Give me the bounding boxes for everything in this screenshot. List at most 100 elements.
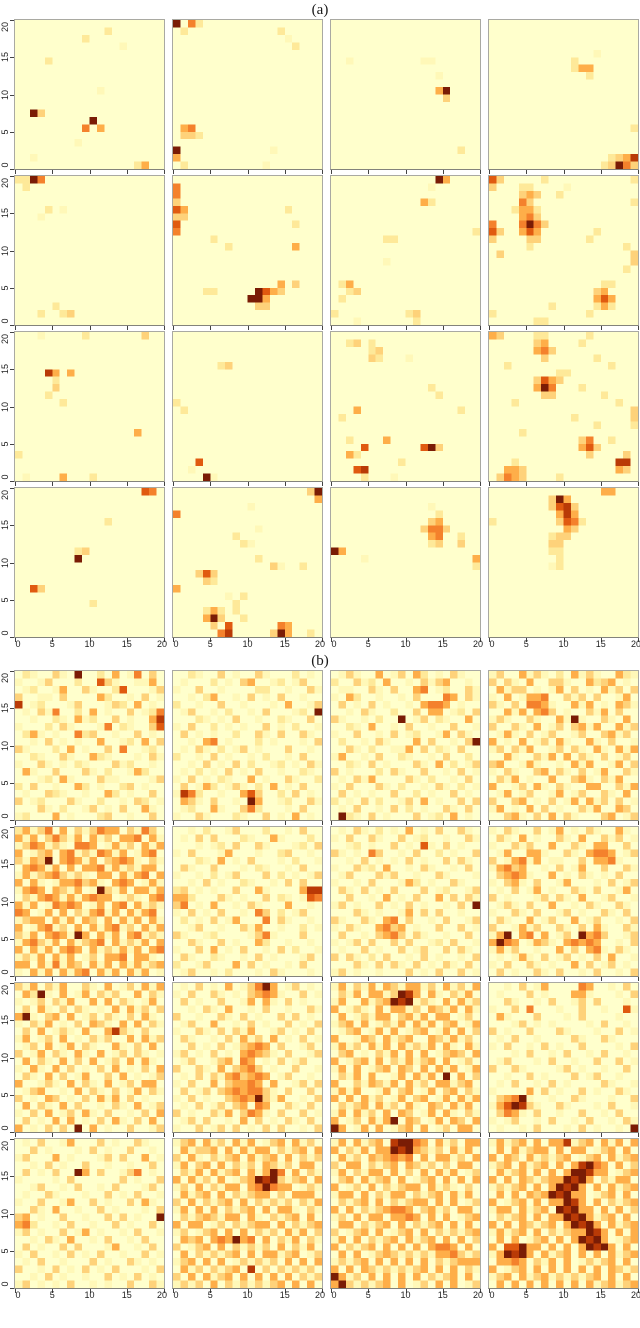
y-axis-tick-label: 10 [0, 557, 10, 568]
x-axis-tick [210, 326, 212, 330]
heatmap-grid-b: 0 5 10 15 20 0 5 10 15 20 0 5 10 15 20 0 5 10 15 20 0 5 10 15 20… [0, 670, 640, 1304]
y-axis-tick [10, 481, 14, 482]
x-axis-tick [489, 977, 490, 981]
y-axis-tick-label: 0 [0, 162, 10, 168]
x-axis-tick [480, 482, 481, 486]
x-axis-tick [331, 977, 332, 981]
heatmap-canvas [489, 332, 638, 481]
y-axis-tick-label: 10 [0, 740, 10, 751]
y-axis-tick-label: 15 [0, 52, 10, 63]
y-axis-tick [10, 820, 14, 821]
x-axis-tick [638, 638, 639, 642]
x-axis-tick [638, 170, 639, 174]
heatmap-canvas [173, 20, 322, 169]
x-axis-tick [322, 482, 323, 486]
x-axis-tick-label: 15 [437, 639, 448, 649]
y-axis-tick [10, 745, 14, 747]
y-axis-tick [10, 708, 14, 710]
x-axis-tick [322, 977, 323, 981]
x-axis-tick [89, 326, 91, 330]
heatmap-a-r3-c2 [172, 331, 323, 486]
x-axis-tick [322, 1289, 323, 1293]
y-axis-tick-label: 10 [0, 896, 10, 907]
heatmap-canvas [15, 827, 164, 976]
heatmap-a-r3-c4 [488, 331, 639, 486]
heatmap-canvas [173, 1139, 322, 1288]
y-axis-tick [10, 325, 14, 326]
x-axis-tick [405, 326, 407, 330]
x-axis-tick-label: 10 [558, 1290, 569, 1300]
y-axis-tick [10, 169, 14, 170]
x-axis-tick [89, 638, 91, 642]
x-axis-tick [164, 1289, 165, 1293]
x-axis-tick-label: 20 [156, 639, 168, 649]
x-axis-tick [52, 821, 54, 825]
x-axis-tick [164, 638, 165, 642]
y-axis-tick [10, 983, 14, 984]
x-axis-tick [638, 1133, 639, 1137]
panel-b-title: (b) [311, 653, 329, 669]
y-axis-tick-label: 0 [0, 1281, 10, 1287]
y-axis-tick-label: 0 [0, 318, 10, 324]
x-axis-tick [89, 482, 91, 486]
y-axis-tick [10, 1132, 14, 1133]
x-axis-tick [331, 1289, 332, 1293]
heatmap-a-r1-c2 [172, 19, 323, 174]
heatmap-canvas [173, 488, 322, 637]
y-axis-tick [10, 1057, 14, 1059]
x-axis-tick-label: 0 [489, 639, 495, 649]
y-axis-tick [10, 525, 14, 527]
x-axis-tick-label: 5 [365, 639, 371, 649]
x-axis-tick [126, 482, 128, 486]
x-axis-tick [322, 638, 323, 642]
x-axis-tick [405, 977, 407, 981]
heatmap-a-r2-c3 [330, 175, 481, 330]
x-axis-tick [322, 326, 323, 330]
heatmap-b-r3-c4 [488, 982, 639, 1137]
x-axis-tick [600, 1289, 602, 1293]
y-axis-tick [10, 637, 14, 638]
y-axis-tick [10, 287, 14, 289]
x-axis-tick [331, 482, 332, 486]
heatmap-a-r4-c4: 0 5 10 15 20 [488, 487, 640, 649]
heatmap-b-r2-c3 [330, 826, 481, 981]
y-axis-tick-label: 0 [0, 1125, 10, 1131]
x-axis-tick-label: 20 [314, 1290, 326, 1300]
x-axis-tick-label: 20 [472, 1290, 484, 1300]
y-axis-tick-label: 20 [0, 333, 10, 345]
y-axis-tick [10, 332, 14, 333]
heatmap-canvas [173, 671, 322, 820]
y-axis-tick-label: 20 [0, 177, 10, 189]
heatmap-b-r4-c4: 0 5 10 15 20 [488, 1138, 640, 1300]
x-axis-tick [489, 1289, 490, 1293]
x-axis-tick [331, 821, 332, 825]
x-axis-tick-label: 5 [365, 1290, 371, 1300]
heatmap-a-r2-c4 [488, 175, 639, 330]
y-axis-tick-label: 15 [0, 859, 10, 870]
x-axis-tick [126, 638, 128, 642]
y-axis-tick [10, 901, 14, 903]
x-axis-tick [526, 821, 528, 825]
heatmap-canvas [15, 983, 164, 1132]
x-axis-tick [526, 170, 528, 174]
figure-panel-b: (b) 0 5 10 15 20 0 5 10 15 20 0 5 10 15 20 0 5 10 15 20 0 5 10… [0, 653, 640, 1304]
x-axis-tick [368, 1289, 370, 1293]
x-axis-tick [600, 638, 602, 642]
x-axis-tick [331, 1133, 332, 1137]
x-axis-tick [15, 482, 16, 486]
x-axis-tick [368, 638, 370, 642]
heatmap-b-r4-c2: 0 5 10 15 20 [172, 1138, 325, 1300]
x-axis-tick [126, 170, 128, 174]
x-axis-tick [322, 170, 323, 174]
y-axis-tick-label: 20 [0, 1140, 10, 1152]
x-axis-tick [126, 821, 128, 825]
y-axis-tick [10, 250, 14, 252]
x-axis-tick [15, 821, 16, 825]
x-axis-tick [563, 638, 565, 642]
x-axis-tick [52, 482, 54, 486]
y-axis-tick-label: 0 [0, 969, 10, 975]
heatmap-canvas [489, 176, 638, 325]
x-axis-tick [600, 821, 602, 825]
x-axis-tick [164, 1133, 165, 1137]
